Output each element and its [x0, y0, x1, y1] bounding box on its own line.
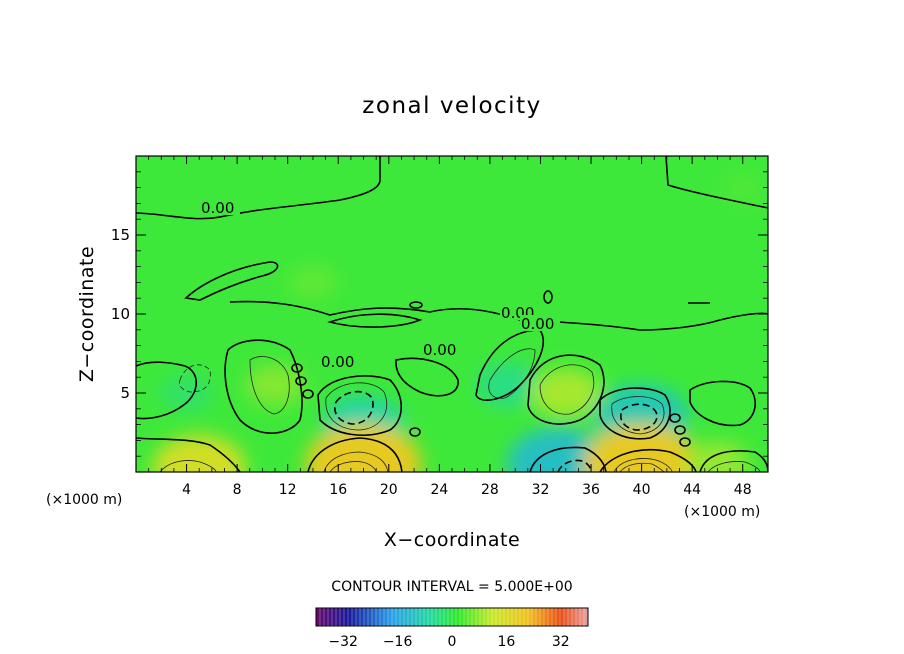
y-tick-label: 5 [120, 384, 130, 402]
x-axis-label: X−coordinate [384, 529, 520, 551]
y-axis: 5 10 15 [111, 171, 768, 457]
y-tick-label: 10 [111, 305, 130, 323]
x-tick-label: 48 [734, 482, 752, 498]
colorbar [315, 607, 589, 627]
velocity-blob [245, 364, 305, 406]
x-unit-left: (×1000 m) [46, 492, 122, 508]
x-unit-right: (×1000 m) [684, 504, 760, 520]
x-axis: 4 8 12 16 20 24 28 32 36 40 44 48 [148, 156, 756, 498]
x-tick-label: 36 [582, 482, 600, 498]
velocity-blob [305, 423, 422, 472]
colorbar-tick-label: −32 [328, 634, 358, 650]
contour-lines [136, 156, 768, 472]
velocity-blob [476, 362, 542, 408]
x-tick-label: 8 [233, 482, 242, 498]
contour-interval-text: CONTOUR INTERVAL = 5.000E+00 [331, 579, 572, 595]
colorbar-ticks: −32 −16 0 16 32 [328, 634, 569, 650]
colorbar-tick-label: 32 [552, 634, 570, 650]
negative-contours [334, 390, 658, 472]
x-tick-label: 40 [633, 482, 651, 498]
contour-label-group: 0.00 0.00 0.00 0.00 0.00 [200, 199, 560, 371]
colorbar-tick-label: 0 [448, 634, 457, 650]
contour-label: 0.00 [201, 199, 234, 217]
contour-label: 0.00 [423, 341, 456, 359]
velocity-blob [530, 368, 602, 418]
x-tick-label: 4 [182, 482, 191, 498]
colorbar-stripes [319, 608, 585, 626]
x-tick-label: 32 [532, 482, 550, 498]
x-tick-label: 44 [683, 482, 701, 498]
velocity-blob [684, 441, 750, 472]
colorbar-tick-label: 16 [497, 634, 515, 650]
chart-title: zonal velocity [362, 93, 541, 119]
contour-label: 0.00 [321, 353, 354, 371]
x-tick-label: 12 [279, 482, 297, 498]
contour-label: 0.00 [521, 315, 554, 333]
colorbar-tick-label: −16 [383, 634, 413, 650]
y-axis-label: Z−coordinate [76, 246, 98, 382]
velocity-blob [159, 374, 214, 412]
velocity-blob [152, 434, 246, 472]
velocity-blob [289, 265, 337, 299]
thin-contours [159, 348, 761, 472]
x-tick-label: 20 [380, 482, 398, 498]
y-tick-label: 15 [111, 226, 130, 244]
x-tick-label: 16 [329, 482, 347, 498]
plot-area [136, 156, 768, 472]
velocity-blob [721, 173, 764, 203]
x-tick-label: 28 [481, 482, 499, 498]
x-tick-label: 24 [430, 482, 448, 498]
